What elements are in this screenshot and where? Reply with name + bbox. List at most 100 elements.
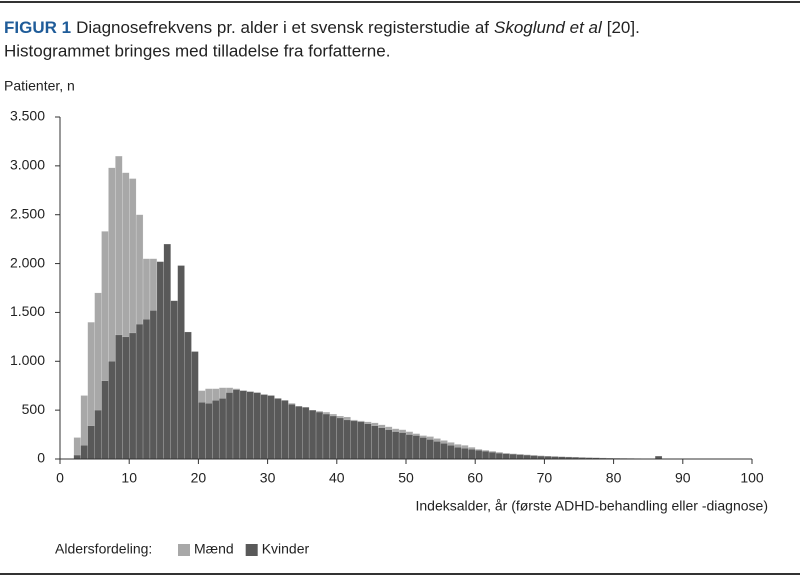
histogram-bar [461,448,469,460]
y-tick-label: 2.500 [10,205,45,221]
histogram-bar [385,429,393,460]
histogram-bar [191,351,199,460]
histogram-bar [142,319,151,460]
legend-swatch [178,544,190,556]
legend-title: Aldersfordeling: [55,541,152,557]
histogram-bar [198,402,206,460]
x-tick-label: 70 [537,470,553,486]
histogram-bar [412,435,421,460]
title-part: Skoglund et al [494,18,603,37]
y-tick-label: 1.500 [10,303,45,319]
histogram-bar [440,443,448,460]
histogram-bar [129,332,137,460]
histogram-bar [308,409,317,460]
legend-label: Kvinder [262,541,310,557]
histogram-bar [481,451,490,460]
x-tick-label: 30 [260,470,276,486]
x-tick-label: 60 [467,470,483,486]
histogram-bar [371,425,379,460]
histogram-bar [135,323,144,460]
histogram-bar [454,447,462,460]
x-tick-label: 90 [675,470,691,486]
histogram-bar [281,400,289,460]
histogram-bar [267,395,275,460]
figure-label: FIGUR 1 [4,18,71,37]
histogram-bar [212,400,220,460]
histogram-bar [170,300,178,460]
histogram-bar [502,453,510,460]
histogram-bar [73,454,81,460]
histogram-bar [315,411,324,460]
histogram-bar [426,439,434,460]
histogram-bar [156,261,164,460]
legend-label: Mænd [194,541,234,557]
histogram-bar [343,419,351,460]
histogram-bar [495,452,504,460]
histogram-bar [433,441,441,460]
y-tick-label: 0 [37,450,45,466]
histogram-bar [87,425,95,460]
histogram-bar [357,421,365,460]
y-tick-label: 3.500 [10,108,45,124]
histogram-bar [218,398,227,460]
histogram-bar [509,453,517,460]
histogram-bar [329,415,337,460]
x-tick-label: 10 [121,470,137,486]
x-tick-label: 0 [56,470,64,486]
histogram-bar [488,451,497,460]
histogram-bar [364,423,372,460]
histogram-bar [516,454,524,460]
y-axis-label: Patienter, n [4,78,75,94]
legend-swatch [245,544,258,556]
histogram-bar [447,445,455,460]
histogram-bar [295,406,303,460]
subtitle: Histogrammet bringes med tilladelse fra … [4,41,390,60]
histogram-bar [336,417,344,460]
y-tick-label: 1.000 [10,352,45,368]
histogram-bar [232,389,241,460]
histogram-bar [322,413,331,460]
x-tick-label: 50 [398,470,414,486]
histogram-bar [115,334,123,460]
histogram-bar [523,454,531,460]
histogram-bar [475,450,483,460]
chart-title: FIGUR 1 Diagnosefrekvens pr. alder i et s… [4,18,640,37]
title-part: Diagnosefrekvens pr. alder i et svensk r… [76,18,489,37]
x-tick-label: 40 [329,470,345,486]
histogram-bar [149,310,158,460]
histogram-bar [122,336,130,460]
histogram-bar [253,392,261,460]
histogram-bar [108,361,116,460]
y-tick-label: 500 [22,401,46,417]
histogram-bar [419,437,427,460]
histogram-bar [260,394,268,460]
histogram-bar [405,434,414,460]
histogram-bar [239,390,248,460]
histogram-bar [288,404,296,460]
histogram-bar [302,407,310,460]
histogram-bar [80,445,88,460]
x-axis-label: Indeksalder, år (første ADHD-behandling … [415,498,768,514]
histogram-bar [530,455,538,460]
histogram-bar [225,392,234,460]
title-part: [20]. [607,18,640,37]
histogram-bar [378,427,386,460]
x-tick-label: 100 [740,470,764,486]
histogram-bar [398,432,407,460]
histogram-bar [350,420,358,460]
y-tick-label: 3.000 [10,157,45,173]
x-tick-label: 80 [606,470,622,486]
histogram-bar [205,403,213,460]
histogram-bar [177,265,185,460]
histogram-bar [184,331,192,460]
histogram-bar [274,398,282,460]
histogram-bar [101,380,109,460]
histogram-bar [391,431,400,460]
x-tick-label: 20 [191,470,207,486]
y-tick-label: 2.000 [10,254,45,270]
histogram-bar [94,409,102,460]
histogram-bar [468,449,476,460]
histogram-bar [163,243,171,460]
histogram-bar [246,391,254,460]
